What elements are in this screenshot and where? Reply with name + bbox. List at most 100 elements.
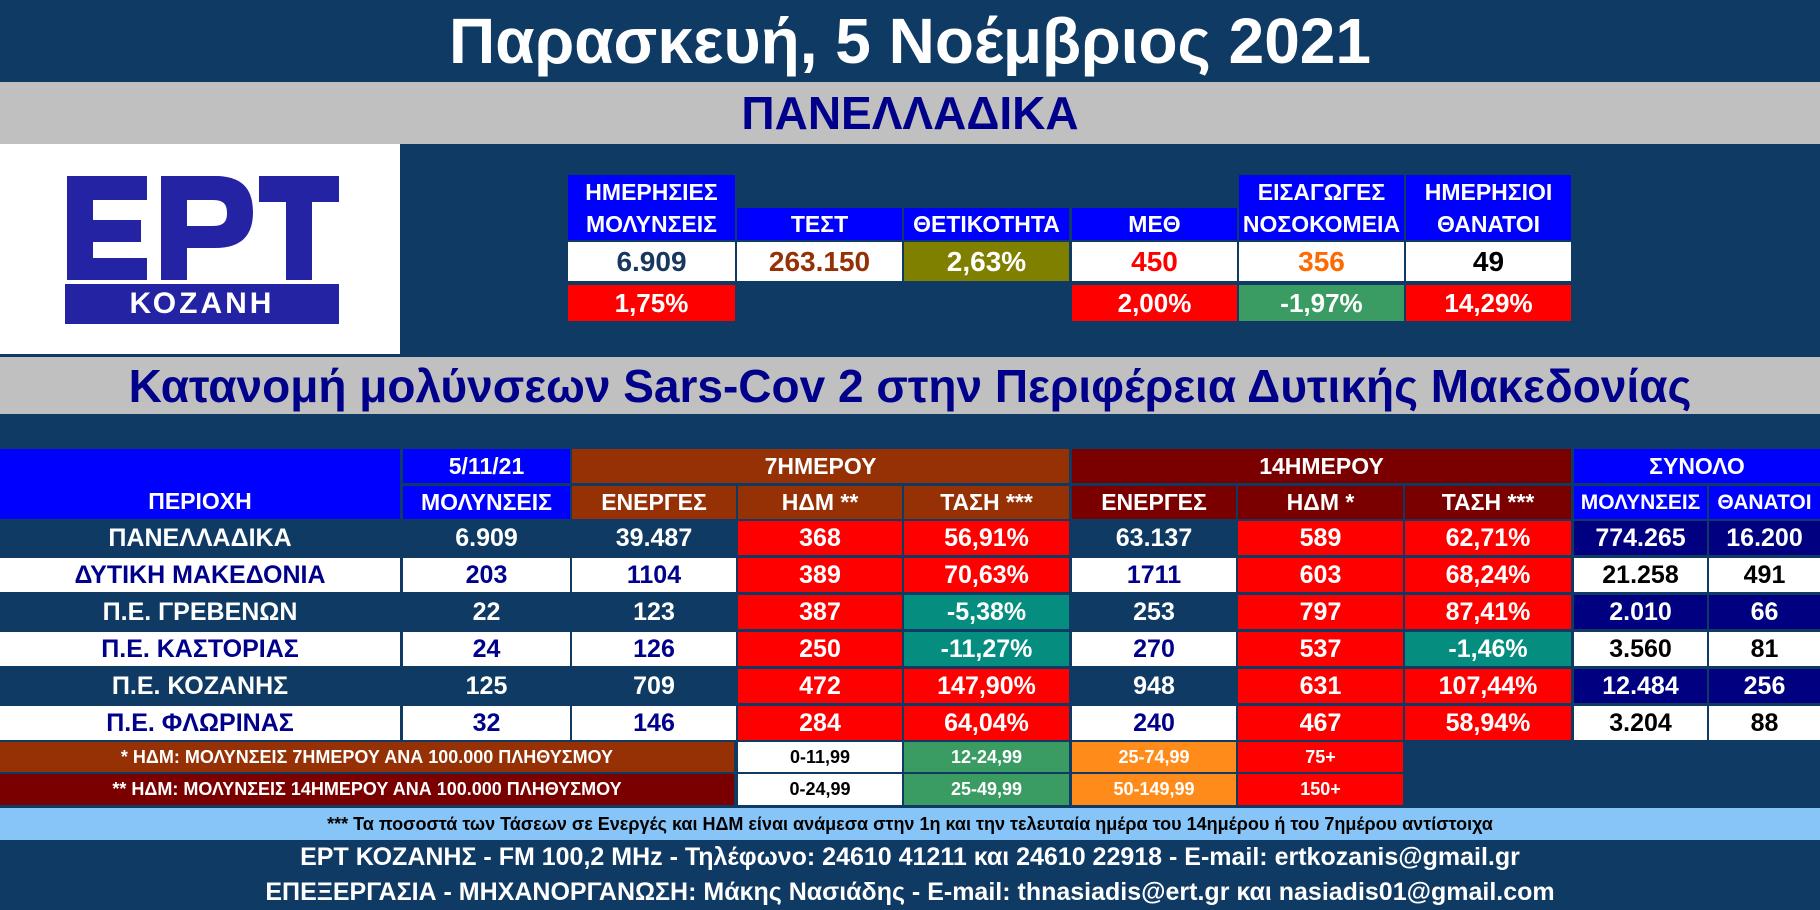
cell-trend7: -5,38% (904, 595, 1069, 629)
cell-active14: 270 (1072, 632, 1236, 666)
cell-trend14: 58,94% (1405, 706, 1571, 740)
group-header-total: ΣΥΝΟΛΟ (1574, 449, 1820, 483)
cell-trend14: -1,46% (1405, 632, 1571, 666)
legend-7day-range-low: 0-11,99 (738, 742, 902, 772)
region-section-heading: Κατανομή μολύνσεων Sars-Cov 2 στην Περιφ… (0, 357, 1820, 414)
footer-contact: ΕΡΤ ΚΟΖΑΝΗΣ - FM 100,2 MHz - Τηλέφωνο: 2… (300, 843, 1520, 871)
cell-idm7: 389 (738, 558, 902, 592)
cell-trend14: 107,44% (1405, 669, 1571, 703)
cell-idm7: 387 (738, 595, 902, 629)
cell-active7: 126 (572, 632, 736, 666)
admissions-header: ΕΙΣΑΓΩΓΕΣ ΝΟΣΟΚΟΜΕΙΑ (1239, 175, 1404, 240)
cell-active7: 39.487 (572, 521, 736, 555)
col-header-trend14: ΤΑΣΗ *** (1405, 486, 1571, 519)
infections-header-line2: ΜΟΛΥΝΣΕΙΣ (586, 210, 717, 237)
cell-trend7: 147,90% (904, 669, 1069, 703)
cell-idm7: 368 (738, 521, 902, 555)
deaths-value: 49 (1406, 242, 1571, 281)
cell-active14: 253 (1072, 595, 1236, 629)
cell-total-infections: 3.560 (1574, 632, 1707, 666)
cell-total-infections: 12.484 (1574, 669, 1707, 703)
col-header-active14: ΕΝΕΡΓΕΣ (1072, 486, 1236, 519)
cell-total-infections: 3.204 (1574, 706, 1707, 740)
cell-total-deaths: 88 (1709, 706, 1820, 740)
tests-value: 263.150 (737, 242, 902, 281)
col-header-active7: ΕΝΕΡΓΕΣ (572, 486, 736, 519)
cell-area: ΠΑΝΕΛΛΑΔΙΚΑ (0, 521, 400, 555)
infections-change: 1,75% (568, 285, 735, 321)
legend-14day-range-mid: 25-49,99 (904, 774, 1069, 805)
col-header-total-infections: ΜΟΛΥΝΣΕΙΣ (1574, 486, 1707, 519)
legend-14day-range-high: 50-149,99 (1072, 774, 1236, 805)
footer-credits: ΕΠΕΞΕΡΓΑΣΙΑ - ΜΗΧΑΝΟΡΓΑΝΩΣΗ: Μάκης Νασιά… (265, 878, 1555, 906)
cell-idm14: 537 (1238, 632, 1403, 666)
cell-active14: 948 (1072, 669, 1236, 703)
legend-14day-range-top: 150+ (1238, 774, 1403, 805)
cell-trend7: 70,63% (904, 558, 1069, 592)
cell-idm14: 631 (1238, 669, 1403, 703)
cell-infections: 32 (403, 706, 570, 740)
cell-active7: 123 (572, 595, 736, 629)
admissions-value: 356 (1239, 242, 1404, 281)
infections-header: ΗΜΕΡΗΣΙΕΣ ΜΟΛΥΝΣΕΙΣ (568, 175, 735, 240)
icu-value: 450 (1072, 242, 1237, 281)
cell-infections: 22 (403, 595, 570, 629)
col-header-idm14: ΗΔΜ * (1238, 486, 1403, 519)
legend-7day-range-mid: 12-24,99 (904, 742, 1069, 772)
admissions-header-line1: ΕΙΣΑΓΩΓΕΣ (1257, 178, 1386, 205)
positivity-header: ΘΕΤΙΚΟΤΗΤΑ (904, 208, 1069, 240)
legend-7day-label: * ΗΔΜ: ΜΟΛΥΝΣΕΙΣ 7ΗΜΕΡΟΥ ΑΝΑ 100.000 ΠΛΗ… (0, 742, 734, 772)
cell-infections: 6.909 (403, 521, 570, 555)
col-header-infections: ΜΟΛΥΝΣΕΙΣ (403, 486, 570, 519)
legend-7day-range-top: 75+ (1238, 742, 1403, 772)
cell-active7: 1104 (572, 558, 736, 592)
cell-idm14: 467 (1238, 706, 1403, 740)
cell-area: Π.Ε. ΦΛΩΡΙΝΑΣ (0, 706, 400, 740)
cell-total-infections: 21.258 (1574, 558, 1707, 592)
icu-change: 2,00% (1072, 285, 1237, 321)
cell-total-deaths: 256 (1709, 669, 1820, 703)
cell-area: Π.Ε. ΚΟΖΑΝΗΣ (0, 669, 400, 703)
group-header-7day: 7ΗΜΕΡΟΥ (572, 449, 1069, 483)
col-header-total-deaths: ΘΑΝΑΤΟΙ (1709, 486, 1820, 519)
legend-7day-range-high: 25-74,99 (1072, 742, 1236, 772)
cell-trend7: 64,04% (904, 706, 1069, 740)
col-header-idm7: ΗΔΜ ** (738, 486, 902, 519)
cell-trend14: 62,71% (1405, 521, 1571, 555)
page-title: Παρασκευή, 5 Νοέμβριος 2021 (449, 5, 1371, 77)
cell-infections: 125 (403, 669, 570, 703)
cell-total-deaths: 81 (1709, 632, 1820, 666)
deaths-header: ΗΜΕΡΗΣΙΟΙ ΘΑΝΑΤΟΙ (1406, 175, 1571, 240)
cell-active7: 709 (572, 669, 736, 703)
cell-idm7: 472 (738, 669, 902, 703)
ert-logo-letters (67, 176, 339, 280)
cell-idm14: 589 (1238, 521, 1403, 555)
group-header-14day: 14ΗΜΕΡΟΥ (1072, 449, 1571, 483)
infections-value: 6.909 (568, 242, 735, 281)
cell-active14: 1711 (1072, 558, 1236, 592)
admissions-header-line2: ΝΟΣΟΚΟΜΕΙΑ (1242, 210, 1401, 237)
national-section-heading: ΠΑΝΕΛΛΑΔΙΚΑ (0, 82, 1820, 144)
cell-idm14: 603 (1238, 558, 1403, 592)
col-header-date: 5/11/21 (403, 449, 570, 483)
cell-trend7: -11,27% (904, 632, 1069, 666)
infections-header-line1: ΗΜΕΡΗΣΙΕΣ (585, 178, 718, 205)
cell-total-deaths: 16.200 (1709, 521, 1820, 555)
logo-subtitle: ΚΟΖΑΝΗ (65, 284, 339, 324)
deaths-header-line1: ΗΜΕΡΗΣΙΟΙ (1424, 178, 1553, 205)
deaths-header-line2: ΘΑΝΑΤΟΙ (1436, 210, 1541, 237)
tests-header: ΤΕΣΤ (737, 208, 902, 240)
cell-idm7: 284 (738, 706, 902, 740)
icu-header: ΜΕΘ (1072, 208, 1237, 240)
col-header-trend7: ΤΑΣΗ *** (904, 486, 1069, 519)
cell-trend14: 87,41% (1405, 595, 1571, 629)
cell-active14: 63.137 (1072, 521, 1236, 555)
cell-trend14: 68,24% (1405, 558, 1571, 592)
trend-footnote: *** Τα ποσοστά των Τάσεων σε Ενεργές και… (0, 808, 1820, 840)
cell-idm14: 797 (1238, 595, 1403, 629)
legend-14day-range-low: 0-24,99 (738, 774, 902, 805)
col-header-area: ΠΕΡΙΟΧΗ (0, 449, 400, 519)
cell-active14: 240 (1072, 706, 1236, 740)
cell-total-infections: 2.010 (1574, 595, 1707, 629)
cell-trend7: 56,91% (904, 521, 1069, 555)
